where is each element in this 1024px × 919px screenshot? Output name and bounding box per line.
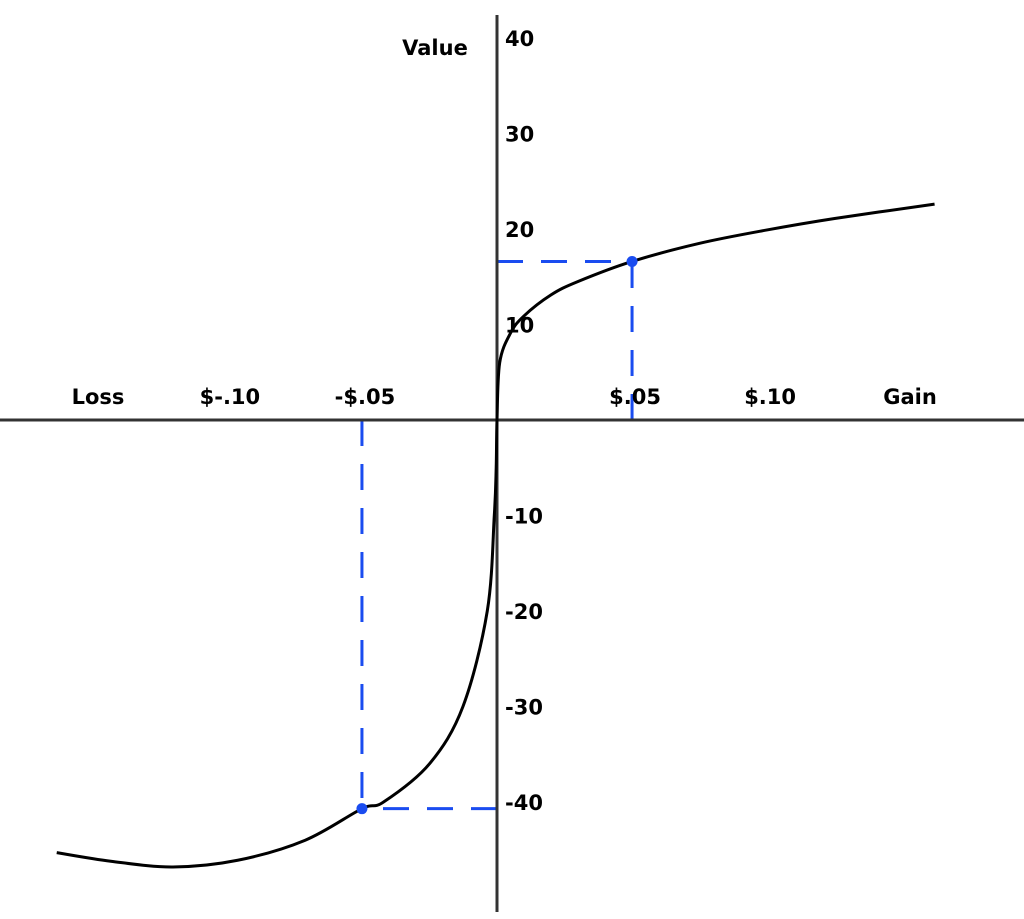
y-tick-label: 20 xyxy=(505,218,534,242)
y-tick-label: 10 xyxy=(505,314,534,338)
x-tick-label: $.10 xyxy=(744,385,796,409)
x-axis-label-gain: Gain xyxy=(883,385,937,409)
value-curve xyxy=(56,202,935,869)
y-tick-label: -40 xyxy=(505,791,543,815)
y-tick-label: 30 xyxy=(505,123,534,147)
y-tick-label: -20 xyxy=(505,600,543,624)
x-axis-label-loss: Loss xyxy=(72,385,125,409)
x-tick-label: $-.10 xyxy=(200,385,261,409)
x-tick-label: $.05 xyxy=(609,385,661,409)
x-tick-label: -$.05 xyxy=(335,385,396,409)
y-tick-label: -30 xyxy=(505,696,543,720)
highlight-point xyxy=(356,803,368,815)
y-axis-label: Value xyxy=(402,36,468,60)
highlight-point xyxy=(626,255,638,267)
y-tick-label: -10 xyxy=(505,505,543,529)
y-tick-label: 40 xyxy=(505,27,534,51)
